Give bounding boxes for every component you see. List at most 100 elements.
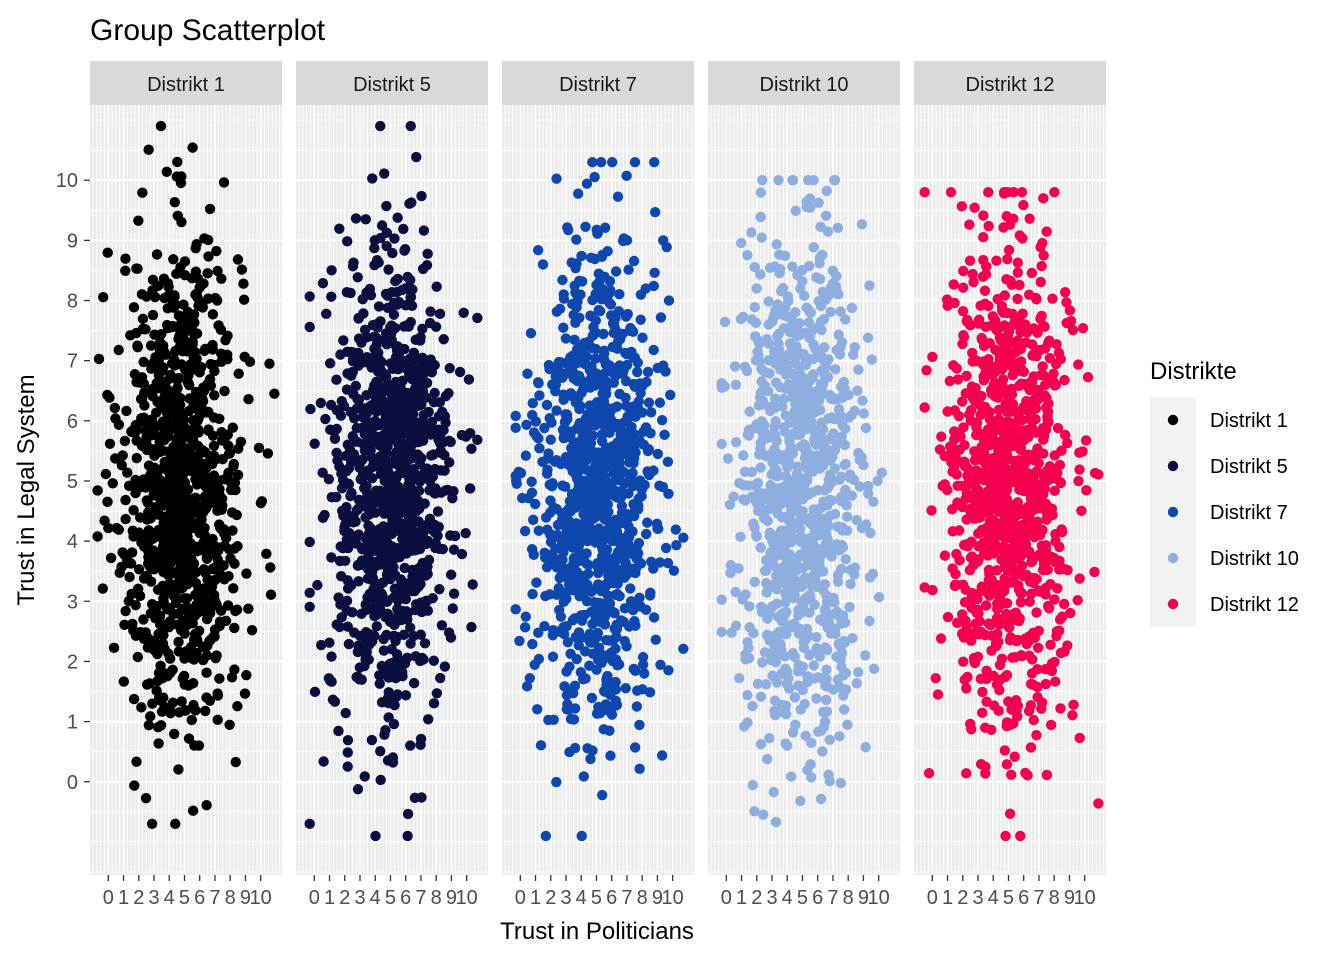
data-point	[557, 480, 567, 490]
data-point	[355, 662, 365, 672]
data-point	[150, 352, 160, 362]
data-point	[804, 317, 814, 327]
data-point	[133, 584, 143, 594]
data-point	[522, 369, 532, 379]
data-point	[827, 431, 837, 441]
data-point	[156, 476, 166, 486]
data-point	[127, 547, 137, 557]
data-point	[807, 487, 817, 497]
data-point	[532, 704, 542, 714]
data-point	[957, 201, 967, 211]
data-point	[393, 612, 403, 622]
data-point	[120, 606, 130, 616]
data-point	[176, 696, 186, 706]
data-point	[92, 531, 102, 541]
data-point	[596, 157, 606, 167]
data-point	[326, 292, 336, 302]
data-point	[344, 639, 354, 649]
data-point	[548, 502, 558, 512]
data-point	[173, 637, 183, 647]
data-point	[564, 504, 574, 514]
data-point	[751, 318, 761, 328]
data-point	[612, 527, 622, 537]
data-point	[138, 357, 148, 367]
data-point	[229, 623, 239, 633]
data-point	[592, 581, 602, 591]
data-point	[261, 549, 271, 559]
data-point	[212, 266, 222, 276]
data-point	[958, 330, 968, 340]
data-point	[628, 550, 638, 560]
data-point	[801, 196, 811, 206]
data-point	[849, 406, 859, 416]
data-point	[200, 530, 210, 540]
data-point	[635, 436, 645, 446]
data-point	[417, 653, 427, 663]
data-point	[172, 620, 182, 630]
data-point	[239, 294, 249, 304]
data-point	[717, 594, 727, 604]
data-point	[525, 673, 535, 683]
data-point	[737, 594, 747, 604]
data-point	[947, 563, 957, 573]
data-point	[624, 528, 634, 538]
data-point	[818, 424, 828, 434]
data-point	[620, 603, 630, 613]
data-point	[180, 336, 190, 346]
data-point	[852, 386, 862, 396]
data-point	[146, 340, 156, 350]
data-point	[1068, 325, 1078, 335]
data-point	[567, 567, 577, 577]
data-point	[243, 394, 253, 404]
data-point	[373, 539, 383, 549]
data-point	[821, 664, 831, 674]
data-point	[824, 495, 834, 505]
data-point	[414, 486, 424, 496]
data-point	[520, 622, 530, 632]
data-point	[581, 533, 591, 543]
data-point	[790, 692, 800, 702]
data-point	[755, 462, 765, 472]
data-point	[187, 576, 197, 586]
data-point	[511, 411, 521, 421]
data-point	[131, 600, 141, 610]
data-point	[163, 282, 173, 292]
data-point	[797, 474, 807, 484]
data-point	[316, 398, 326, 408]
data-point	[335, 556, 345, 566]
data-point	[618, 518, 628, 528]
data-point	[369, 611, 379, 621]
data-point	[780, 251, 790, 261]
data-point	[542, 400, 552, 410]
data-point	[771, 377, 781, 387]
data-point	[555, 357, 565, 367]
data-point	[358, 439, 368, 449]
data-point	[744, 430, 754, 440]
data-point	[169, 471, 179, 481]
data-point	[205, 451, 215, 461]
data-point	[534, 390, 544, 400]
data-point	[412, 418, 422, 428]
data-point	[571, 258, 581, 268]
data-point	[623, 265, 633, 275]
data-point	[168, 554, 178, 564]
data-point	[511, 423, 521, 433]
data-point	[393, 543, 403, 553]
data-point	[133, 342, 143, 352]
data-point	[163, 431, 173, 441]
data-point	[240, 688, 250, 698]
data-point	[795, 369, 805, 379]
data-point	[381, 630, 391, 640]
data-point	[120, 436, 130, 446]
data-point	[135, 512, 145, 522]
data-point	[771, 676, 781, 686]
data-point	[169, 729, 179, 739]
data-point	[601, 359, 611, 369]
data-point	[629, 256, 639, 266]
data-point	[1016, 597, 1026, 607]
data-point	[763, 319, 773, 329]
data-point	[405, 444, 415, 454]
data-point	[461, 528, 471, 538]
data-point	[803, 574, 813, 584]
